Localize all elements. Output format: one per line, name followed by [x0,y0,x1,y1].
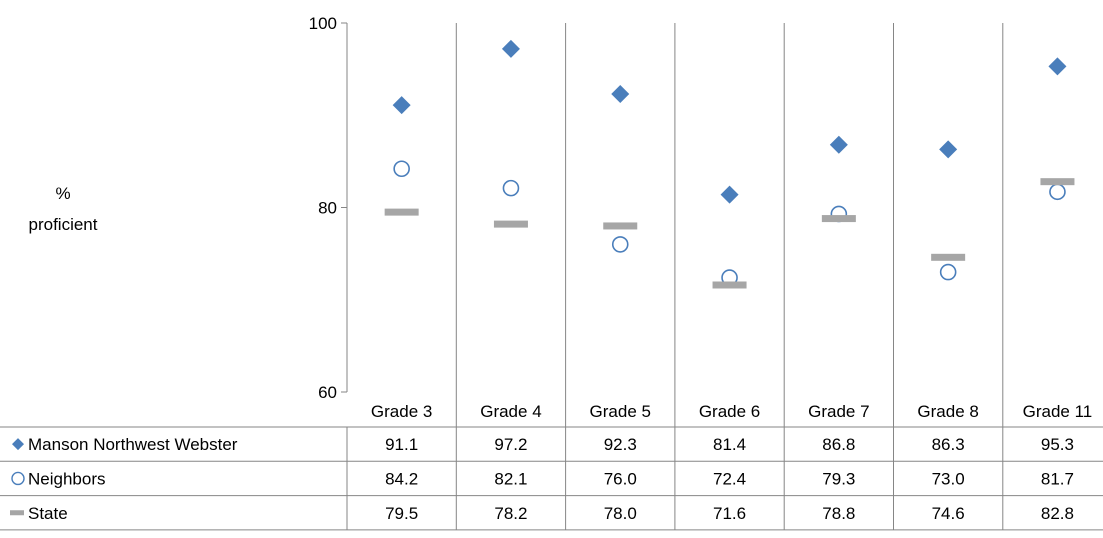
manson-diamond-point [1048,57,1067,76]
data-value-label: 79.3 [822,469,855,488]
series-name-label: Manson Northwest Webster [28,435,238,454]
data-table: Manson Northwest Webster 91.1 97.2 92.3 81.4… [0,426,1103,531]
manson-diamond-point [829,135,848,154]
data-value-label: 78.8 [822,504,855,523]
y-axis-label-line1: % [55,184,70,203]
data-value-label: 84.2 [385,469,418,488]
category-label: Grade 5 [590,402,651,421]
neighbors-circle-point [393,160,410,178]
data-value-label: 74.6 [932,504,965,523]
data-value-label: 81.4 [713,435,746,454]
legend-diamond-icon [12,438,24,451]
legend-dash-icon [10,510,24,516]
category-label: Grade 11 [1023,402,1093,421]
data-value-label: 82.1 [494,469,527,488]
category-separators [455,23,1004,530]
y-tick-label: 80 [318,199,337,218]
category-label: Grade 3 [371,402,432,421]
data-value-label: 78.2 [494,504,527,523]
neighbors-circle-point [1049,183,1066,201]
state-dash-point [821,215,856,223]
manson-diamond-point [392,96,411,115]
data-value-label: 79.5 [385,504,418,523]
state-dash-point [493,220,528,228]
data-marks [384,39,1075,289]
data-value-label: 81.7 [1041,469,1074,488]
state-dash-point [712,281,747,289]
category-label: Grade 8 [917,402,978,421]
category-label: Grade 6 [699,402,760,421]
data-value-label: 72.4 [713,469,746,488]
neighbors-circle-point [502,179,520,197]
data-value-label: 76.0 [604,469,637,488]
manson-diamond-point [611,85,630,104]
state-dash-point [931,253,966,261]
manson-diamond-point [720,185,739,204]
data-value-label: 86.3 [932,435,965,454]
data-value-label: 73.0 [932,469,965,488]
state-dash-point [384,208,419,216]
state-dash-point [1040,178,1075,186]
neighbors-circle-point [611,236,629,253]
manson-diamond-point [939,140,958,159]
data-value-label: 95.3 [1041,435,1074,454]
data-value-label: 97.2 [494,435,527,454]
axes: 60 80 100 Grade 3 Grade 4 Grade 5 Grade 6 Grade… [309,14,1093,421]
y-tick-label: 100 [309,14,337,33]
y-tick-label: 60 [318,383,337,402]
legend-circle-icon [11,471,25,486]
state-dash-point [603,222,638,230]
data-value-label: 92.3 [604,435,637,454]
series-name-label: State [28,504,68,523]
series-name-label: Neighbors [28,469,106,488]
y-axis-label-line2: proficient [29,215,98,234]
data-value-label: 86.8 [822,435,855,454]
data-value-label: 82.8 [1041,504,1074,523]
data-value-label: 91.1 [385,435,418,454]
category-label: Grade 7 [808,402,869,421]
data-value-label: 78.0 [604,504,637,523]
manson-diamond-point [501,39,520,58]
neighbors-circle-point [939,263,957,281]
category-label: Grade 4 [480,402,541,421]
data-value-label: 71.6 [713,504,746,523]
